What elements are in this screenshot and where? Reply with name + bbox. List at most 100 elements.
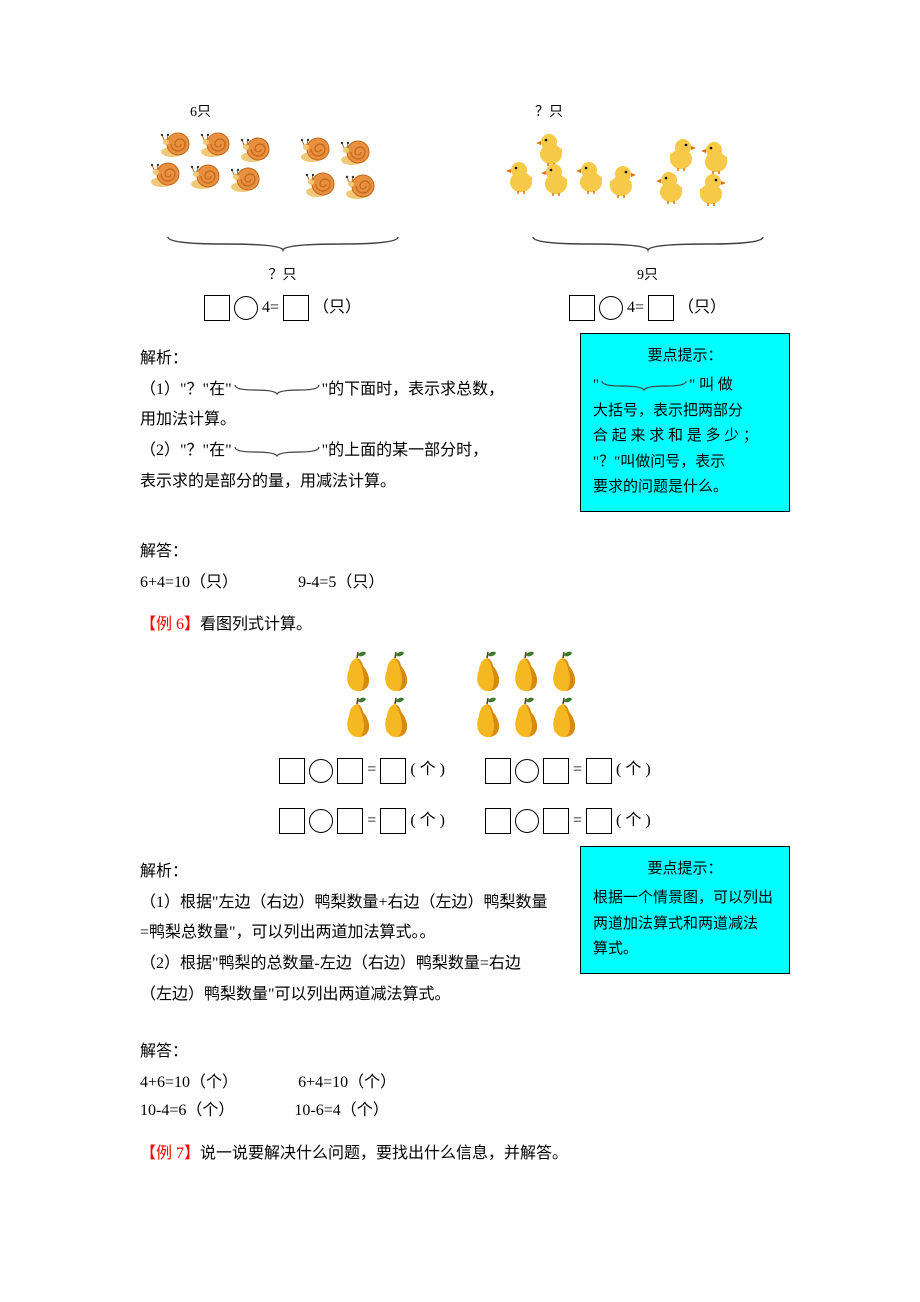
operator-circle xyxy=(515,759,539,783)
eq-eq: = xyxy=(367,807,376,836)
tip-1-line1: "" 叫 做 xyxy=(593,373,777,399)
example-6-text: 看图列式计算。 xyxy=(200,616,312,633)
brace-icon xyxy=(232,383,322,397)
brace-icon xyxy=(599,379,689,393)
analysis-2-line2: =鸭梨总数量"，可以列出两道加法算式。。 xyxy=(140,919,560,948)
operator-circle xyxy=(309,809,333,833)
tip-1-line5: 要求的问题是什么。 xyxy=(593,475,777,501)
analysis-1-title: 解析： xyxy=(140,345,560,374)
eq-eq: = xyxy=(367,756,376,785)
example-7-label: 【例 7】 xyxy=(140,1145,200,1162)
operator-circle xyxy=(515,809,539,833)
chick-group-left xyxy=(505,130,625,220)
eq-mid: 4= xyxy=(627,294,644,323)
problem-figures-row: 6只 ？只 4= （只） xyxy=(140,100,790,323)
eq-col-left: = ( 个 ) = ( 个 ) xyxy=(279,752,445,836)
eq-blank: = ( 个 ) xyxy=(279,807,445,836)
eq-eq: = xyxy=(573,756,582,785)
tip-box-1: 要点提示： "" 叫 做 大括号，表示把两部分 合 起 来 求 和 是 多 少 … xyxy=(580,333,790,512)
snail-group-right xyxy=(300,130,390,220)
equation-grid: = ( 个 ) = ( 个 ) = ( 个 ) = ( 个 ) xyxy=(140,752,790,836)
analysis-2-line4: （左边）鸭梨数量"可以列出两道减法算式。 xyxy=(140,981,560,1010)
eq-eq: = xyxy=(573,807,582,836)
example-6-label: 【例 6】 xyxy=(140,616,200,633)
blank-box xyxy=(279,758,305,784)
eq-mid: 4= xyxy=(262,294,279,323)
eq-unit: （只） xyxy=(678,294,726,323)
tip-1-line4: "？"叫做问号，表示 xyxy=(593,450,777,476)
eq-col-right: = ( 个 ) = ( 个 ) xyxy=(485,752,651,836)
problem-1-snails: 6只 ？只 4= （只） xyxy=(140,100,425,323)
answer-2-r1c1: 4+6=10（个） xyxy=(140,1069,238,1098)
example-7-heading: 【例 7】说一说要解决什么问题，要找出什么信息，并解答。 xyxy=(140,1140,790,1169)
analysis-1-text: 解析： （1）"？"在""的下面时，表示求总数， 用加法计算。 （2）"？"在"… xyxy=(140,333,560,499)
chick-top-label: ？只 xyxy=(535,100,563,125)
blank-box xyxy=(380,808,406,834)
answer-2-r2c2: 10-6=4（个） xyxy=(294,1097,388,1126)
analysis-1-line4: 表示求的是部分的量，用减法计算。 xyxy=(140,468,560,497)
blank-box xyxy=(485,808,511,834)
snails-area: 6只 xyxy=(140,100,425,240)
pear-figure xyxy=(140,650,790,738)
answer-2-section: 解答： 4+6=10（个） 6+4=10（个） 10-4=6（个） 10-6=4… xyxy=(140,1038,790,1126)
eq-unit: ( 个 ) xyxy=(410,756,445,785)
answer-2-r2c1: 10-4=6（个） xyxy=(140,1097,234,1126)
blank-box xyxy=(337,758,363,784)
operator-circle xyxy=(309,759,333,783)
blank-box xyxy=(543,758,569,784)
snail-left-label: 6只 xyxy=(190,100,211,125)
tip-2-line3: 算式。 xyxy=(593,937,777,963)
analysis-2-section: 解析： （1）根据"左边（右边）鸭梨数量+右边（左边）鸭梨数量 =鸭梨总数量"，… xyxy=(140,846,790,1012)
answer-1-row: 6+4=10（只） 9-4=5（只） xyxy=(140,569,790,598)
example-7-text: 说一说要解决什么问题，要找出什么信息，并解答。 xyxy=(200,1145,568,1162)
analysis-2-text: 解析： （1）根据"左边（右边）鸭梨数量+右边（左边）鸭梨数量 =鸭梨总数量"，… xyxy=(140,846,560,1012)
blank-box xyxy=(279,808,305,834)
answer-2-title: 解答： xyxy=(140,1038,790,1067)
equation-1: 4= （只） xyxy=(140,294,425,323)
equation-2: 4= （只） xyxy=(505,294,790,323)
eq-unit: ( 个 ) xyxy=(410,807,445,836)
snail-group-left xyxy=(150,130,280,220)
chicks-area: ？只 xyxy=(505,100,790,240)
tip-2-line2: 两道加法算式和两道减法 xyxy=(593,912,777,938)
blank-box xyxy=(283,295,309,321)
answer-1-title: 解答： xyxy=(140,538,790,567)
analysis-1-line3: （2）"？"在""的上面的某一部分时， xyxy=(140,437,560,466)
problem-2-chicks: ？只 9只 4= （只） xyxy=(505,100,790,323)
brace-icon xyxy=(232,445,322,459)
pear-group-right xyxy=(470,650,590,738)
blank-box xyxy=(648,295,674,321)
answer-1-eq2: 9-4=5（只） xyxy=(298,569,384,598)
answer-2-r1c2: 6+4=10（个） xyxy=(298,1069,396,1098)
answer-2-row2: 10-4=6（个） 10-6=4（个） xyxy=(140,1097,790,1126)
eq-blank: = ( 个 ) xyxy=(485,807,651,836)
tip-box-2: 要点提示： 根据一个情景图，可以列出 两道加法算式和两道减法 算式。 xyxy=(580,846,790,974)
pear-group-left xyxy=(340,650,420,738)
chick-group-right xyxy=(655,130,745,220)
eq-unit: ( 个 ) xyxy=(616,756,651,785)
analysis-1-section: 解析： （1）"？"在""的下面时，表示求总数， 用加法计算。 （2）"？"在"… xyxy=(140,333,790,512)
blank-box xyxy=(569,295,595,321)
tip-1-line3: 合 起 来 求 和 是 多 少 ； xyxy=(593,424,777,450)
blank-box xyxy=(337,808,363,834)
tip-1-title: 要点提示： xyxy=(593,344,777,370)
eq-unit: ( 个 ) xyxy=(616,807,651,836)
answer-1-section: 解答： 6+4=10（只） 9-4=5（只） xyxy=(140,538,790,598)
blank-box xyxy=(586,808,612,834)
eq-blank: = ( 个 ) xyxy=(485,756,651,785)
answer-1-eq1: 6+4=10（只） xyxy=(140,569,238,598)
eq-blank: = ( 个 ) xyxy=(279,756,445,785)
example-6-heading: 【例 6】看图列式计算。 xyxy=(140,611,790,640)
eq-unit: （只） xyxy=(313,294,361,323)
analysis-1-line1: （1）"？"在""的下面时，表示求总数， xyxy=(140,376,560,405)
analysis-2-line3: （2）根据"鸭梨的总数量-左边（右边）鸭梨数量=右边 xyxy=(140,950,560,979)
tip-2-title: 要点提示： xyxy=(593,857,777,883)
blank-box xyxy=(543,808,569,834)
blank-box xyxy=(204,295,230,321)
blank-box xyxy=(485,758,511,784)
answer-2-row1: 4+6=10（个） 6+4=10（个） xyxy=(140,1069,790,1098)
operator-circle xyxy=(599,296,623,320)
analysis-2-title: 解析： xyxy=(140,858,560,887)
tip-1-line2: 大括号，表示把两部分 xyxy=(593,399,777,425)
operator-circle xyxy=(234,296,258,320)
